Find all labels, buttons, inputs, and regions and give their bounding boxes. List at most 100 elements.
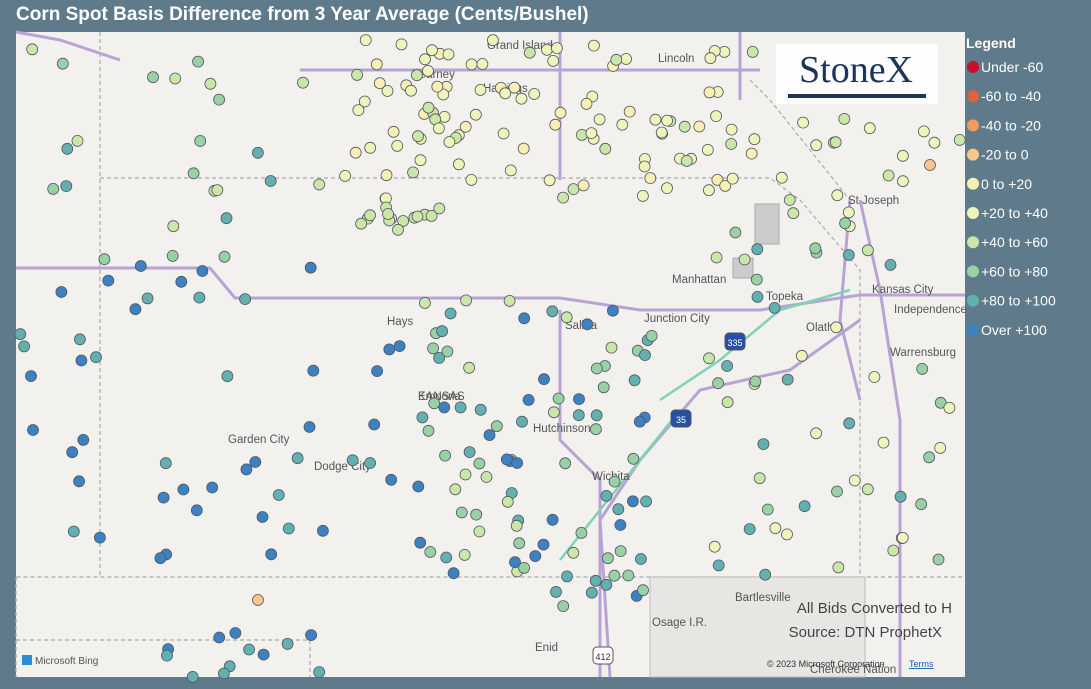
- road-shield: [592, 646, 614, 665]
- station: [703, 86, 716, 99]
- place-label: Independence: [894, 304, 967, 316]
- station: [561, 570, 573, 583]
- station: [597, 381, 610, 394]
- station: [934, 441, 947, 454]
- station: [433, 351, 446, 364]
- station: [346, 454, 359, 467]
- title: Corn Spot Basis Difference from 3 Year A…: [16, 4, 589, 25]
- station: [441, 345, 454, 358]
- station: [383, 343, 396, 356]
- station: [575, 527, 588, 539]
- station: [637, 584, 649, 597]
- station: [193, 291, 206, 304]
- station: [313, 666, 326, 678]
- station: [380, 169, 393, 182]
- bing-credit: Microsoft Bing: [35, 656, 98, 667]
- station: [265, 548, 278, 561]
- station: [645, 329, 658, 342]
- place-label: Cherokee Nation: [810, 664, 896, 676]
- legend-swatch: [967, 61, 979, 73]
- station: [560, 311, 573, 324]
- highways: [559, 288, 851, 561]
- station: [483, 429, 496, 442]
- place-label: Grand Island: [487, 40, 553, 52]
- station: [190, 504, 203, 517]
- station: [729, 226, 742, 239]
- station: [47, 182, 60, 195]
- station: [787, 207, 800, 220]
- station: [934, 396, 947, 409]
- station: [590, 423, 602, 436]
- station: [775, 171, 788, 184]
- place-label: Bartlesville: [735, 592, 791, 604]
- terms-link[interactable]: Terms: [909, 659, 934, 669]
- station: [573, 393, 585, 406]
- station: [607, 304, 619, 317]
- station: [239, 293, 252, 306]
- station: [649, 113, 662, 126]
- station: [580, 98, 593, 110]
- station: [581, 318, 594, 331]
- station: [391, 139, 404, 152]
- station: [438, 401, 451, 414]
- station: [627, 495, 639, 508]
- station: [552, 392, 565, 405]
- station: [55, 286, 68, 298]
- station: [422, 101, 435, 114]
- legend-label: -60 to -40: [981, 88, 1041, 104]
- copyright: © 2023 Microsoft Corporation: [767, 659, 885, 669]
- station: [432, 122, 445, 135]
- station: [229, 627, 242, 639]
- station: [465, 58, 478, 71]
- station: [605, 341, 618, 354]
- station: [725, 138, 738, 150]
- station: [470, 508, 483, 521]
- station: [373, 77, 386, 90]
- station: [249, 456, 262, 468]
- station: [157, 491, 170, 504]
- station: [600, 489, 613, 502]
- station: [703, 184, 715, 197]
- station: [701, 143, 714, 156]
- station: [612, 503, 625, 516]
- station: [608, 475, 621, 488]
- station: [593, 113, 606, 126]
- station: [272, 489, 285, 501]
- station: [590, 362, 603, 375]
- road-shield-label: 35: [676, 415, 686, 425]
- station: [551, 42, 563, 54]
- station: [567, 546, 580, 559]
- station: [368, 418, 381, 431]
- station: [576, 128, 588, 141]
- station: [783, 194, 796, 206]
- station: [192, 55, 205, 68]
- station: [810, 139, 823, 152]
- station: [608, 569, 621, 582]
- place-label: Garden City: [228, 434, 290, 446]
- place-label: Lincoln: [658, 53, 694, 65]
- station: [424, 546, 437, 558]
- legend-label: -20 to 0: [981, 147, 1029, 163]
- station: [953, 133, 966, 146]
- station: [474, 403, 487, 416]
- station: [829, 136, 842, 149]
- station: [422, 424, 435, 437]
- station: [644, 172, 657, 185]
- place-label: Manhattan: [672, 274, 726, 286]
- station: [614, 545, 627, 557]
- station: [523, 46, 536, 59]
- station: [577, 179, 590, 192]
- station: [204, 77, 217, 90]
- station: [897, 175, 909, 188]
- station: [753, 472, 766, 485]
- station: [392, 223, 404, 236]
- station: [529, 550, 542, 562]
- station: [426, 44, 438, 57]
- station: [797, 116, 809, 129]
- station: [894, 490, 907, 503]
- station: [251, 146, 264, 159]
- legend-label: 0 to +20: [981, 176, 1032, 192]
- station: [548, 406, 560, 419]
- station: [352, 104, 365, 116]
- station: [447, 567, 460, 580]
